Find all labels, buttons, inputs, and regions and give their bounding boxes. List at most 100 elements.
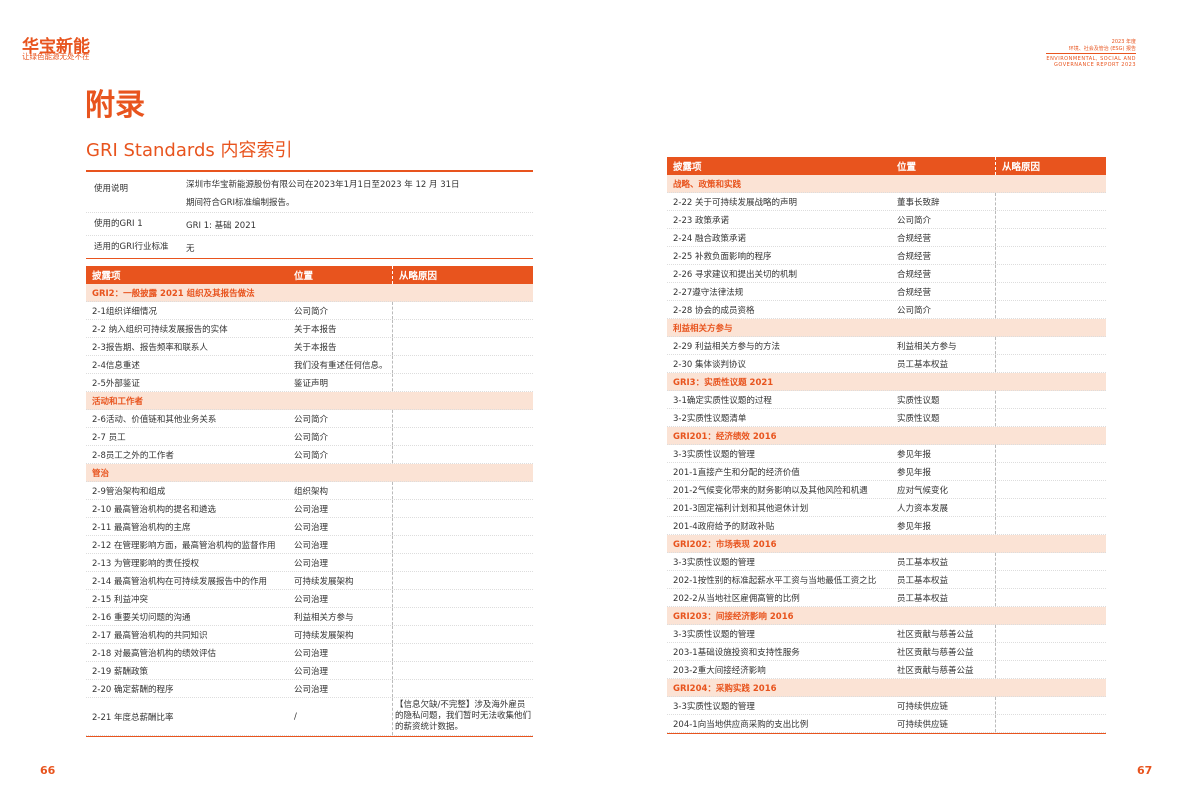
disclosure: 3-2实质性议题清单 (673, 413, 747, 424)
table-row: 2-18 对最高管治机构的绩效评估 公司治理 (86, 644, 533, 662)
location: 员工基本权益 (897, 359, 949, 370)
location: 公司治理 (294, 648, 329, 659)
location: 参见年报 (897, 449, 932, 460)
omission-reason (995, 193, 1106, 210)
location: 员工基本权益 (897, 593, 949, 604)
location: 员工基本权益 (897, 575, 949, 586)
info-text: 深圳市华宝新能源股份有限公司在2023年1月1日至2023 年 12 月 31日… (186, 180, 460, 208)
omission-reason (995, 589, 1106, 606)
disclosure: 204-1向当地供应商采购的支出比例 (673, 719, 809, 730)
table-row: 2-15 利益冲突 公司治理 (86, 590, 533, 608)
table-row: 2-11 最高管治机构的主席 公司治理 (86, 518, 533, 536)
slogan: 让绿色能源无处不在 (22, 52, 90, 61)
location: 公司简介 (294, 306, 329, 317)
disclosure: 2-2 纳入组织可持续发展报告的实体 (92, 324, 228, 335)
table-row: 2-28 协会的成员资格 公司简介 (667, 301, 1106, 319)
table-row: 2-12 在管理影响方面，最高管治机构的监督作用 公司治理 (86, 536, 533, 554)
logo: 华宝新能 (22, 37, 90, 57)
table-row: 201-4政府给予的财政补贴 参见年报 (667, 517, 1106, 535)
location: 公司简介 (897, 215, 932, 226)
location: 鉴证声明 (294, 378, 329, 389)
table-row: 2-8员工之外的工作者 公司简介 (86, 446, 533, 464)
disclosure: 2-24 融合政策承诺 (673, 233, 746, 244)
omission-reason (392, 590, 533, 607)
omission-reason (392, 662, 533, 679)
disclosure: 2-7 员工 (92, 432, 126, 443)
omission-reason (995, 625, 1106, 642)
location: 可持续发展架构 (294, 630, 354, 641)
omission-reason (995, 283, 1106, 300)
location: 应对气候变化 (897, 485, 949, 496)
gri-table: 披露项 位置 从略原因 GRI2：一般披露 2021 组织及其报告做法 2-1组织详细情… (86, 266, 533, 737)
omission-reason: 【信息欠缺/不完整】涉及海外雇员的隐私问题，我们暂时无法收集他们的薪资统计数据。 (392, 698, 533, 735)
section-row: 活动和工作者 (86, 392, 533, 410)
title: 附录 (85, 88, 145, 123)
info-row: 使用的GRI 1 GRI 1: 基础 2021 (86, 213, 533, 236)
disclosure: 2-18 对最高管治机构的绩效评估 (92, 648, 216, 659)
location: 合规经营 (897, 287, 932, 298)
table-row: 2-2 纳入组织可持续发展报告的实体 关于本报告 (86, 320, 533, 338)
table-row: 2-19 薪酬政策 公司治理 (86, 662, 533, 680)
info-text: GRI 1: 基础 2021 (186, 221, 257, 231)
table-row: 3-3实质性议题的管理 参见年报 (667, 445, 1106, 463)
table-header: 披露项 位置 从略原因 (667, 157, 1106, 175)
page-number: 67 (1137, 764, 1153, 777)
location: 公司治理 (294, 558, 329, 569)
location: 社区贡献与慈善公益 (897, 665, 974, 676)
disclosure: 2-23 政策承诺 (673, 215, 729, 226)
disclosure: 2-15 利益冲突 (92, 594, 148, 605)
disclosure: 201-4政府给予的财政补贴 (673, 521, 775, 532)
column-header: 从略原因 (392, 266, 533, 284)
location: 员工基本权益 (897, 557, 949, 568)
table-row: 2-23 政策承诺 公司简介 (667, 211, 1106, 229)
table-row: 2-26 寻求建议和提出关切的机制 合规经营 (667, 265, 1106, 283)
location: 组织架构 (294, 486, 329, 497)
disclosure: 203-1基础设施投资和支持性服务 (673, 647, 800, 658)
disclosure: 3-3实质性议题的管理 (673, 629, 755, 640)
location: 利益相关方参与 (294, 612, 354, 623)
info-table: 使用说明 深圳市华宝新能源股份有限公司在2023年1月1日至2023 年 12 月… (86, 170, 533, 259)
omission-reason (392, 356, 533, 373)
section-row: 利益相关方参与 (667, 319, 1106, 337)
omission-reason (995, 553, 1106, 570)
table-row: 2-30 集体谈判协议 员工基本权益 (667, 355, 1106, 373)
table-row: 2-7 员工 公司简介 (86, 428, 533, 446)
table-row: 2-20 确定薪酬的程序 公司治理 (86, 680, 533, 698)
omission-reason (392, 482, 533, 499)
section-title: GRI203：间接经济影响 2016 (673, 611, 794, 622)
omission-reason (995, 391, 1106, 408)
omission-reason (392, 680, 533, 697)
omission-reason (995, 697, 1106, 714)
section-title: 利益相关方参与 (673, 323, 733, 334)
column-header: 位置 (897, 162, 917, 173)
omission-reason (392, 446, 533, 463)
location: 实质性议题 (897, 395, 940, 406)
omission-reason (392, 644, 533, 661)
table-row: 2-16 重要关切问题的沟通 利益相关方参与 (86, 608, 533, 626)
omission-reason (995, 211, 1106, 228)
location: 公司治理 (294, 504, 329, 515)
disclosure: 2-25 补救负面影响的程序 (673, 251, 772, 262)
table-row: 2-3报告期、报告频率和联系人 关于本报告 (86, 338, 533, 356)
disclosure: 3-3实质性议题的管理 (673, 701, 755, 712)
table-row: 203-2重大间接经济影响 社区贡献与慈善公益 (667, 661, 1106, 679)
table-row: 2-24 融合政策承诺 合规经营 (667, 229, 1106, 247)
location: 可持续供应链 (897, 719, 949, 730)
table-row: 2-9管治架构和组成 组织架构 (86, 482, 533, 500)
omission-reason (995, 481, 1106, 498)
omission-reason (392, 536, 533, 553)
section-row: 管治 (86, 464, 533, 482)
table-row: 201-3固定福利计划和其他退休计划 人力资本发展 (667, 499, 1106, 517)
table-row: 201-2气候变化带来的财务影响以及其他风险和机遇 应对气候变化 (667, 481, 1106, 499)
location: 公司治理 (294, 540, 329, 551)
omission-reason (392, 626, 533, 643)
section-title: GRI3：实质性议题 2021 (673, 377, 774, 388)
omission-reason (392, 428, 533, 445)
omission-reason (392, 608, 533, 625)
disclosure: 2-6活动、价值链和其他业务关系 (92, 414, 217, 425)
location: 可持续供应链 (897, 701, 949, 712)
omission-reason (392, 302, 533, 319)
column-header: 位置 (294, 271, 314, 282)
column-header: 披露项 (673, 162, 702, 173)
